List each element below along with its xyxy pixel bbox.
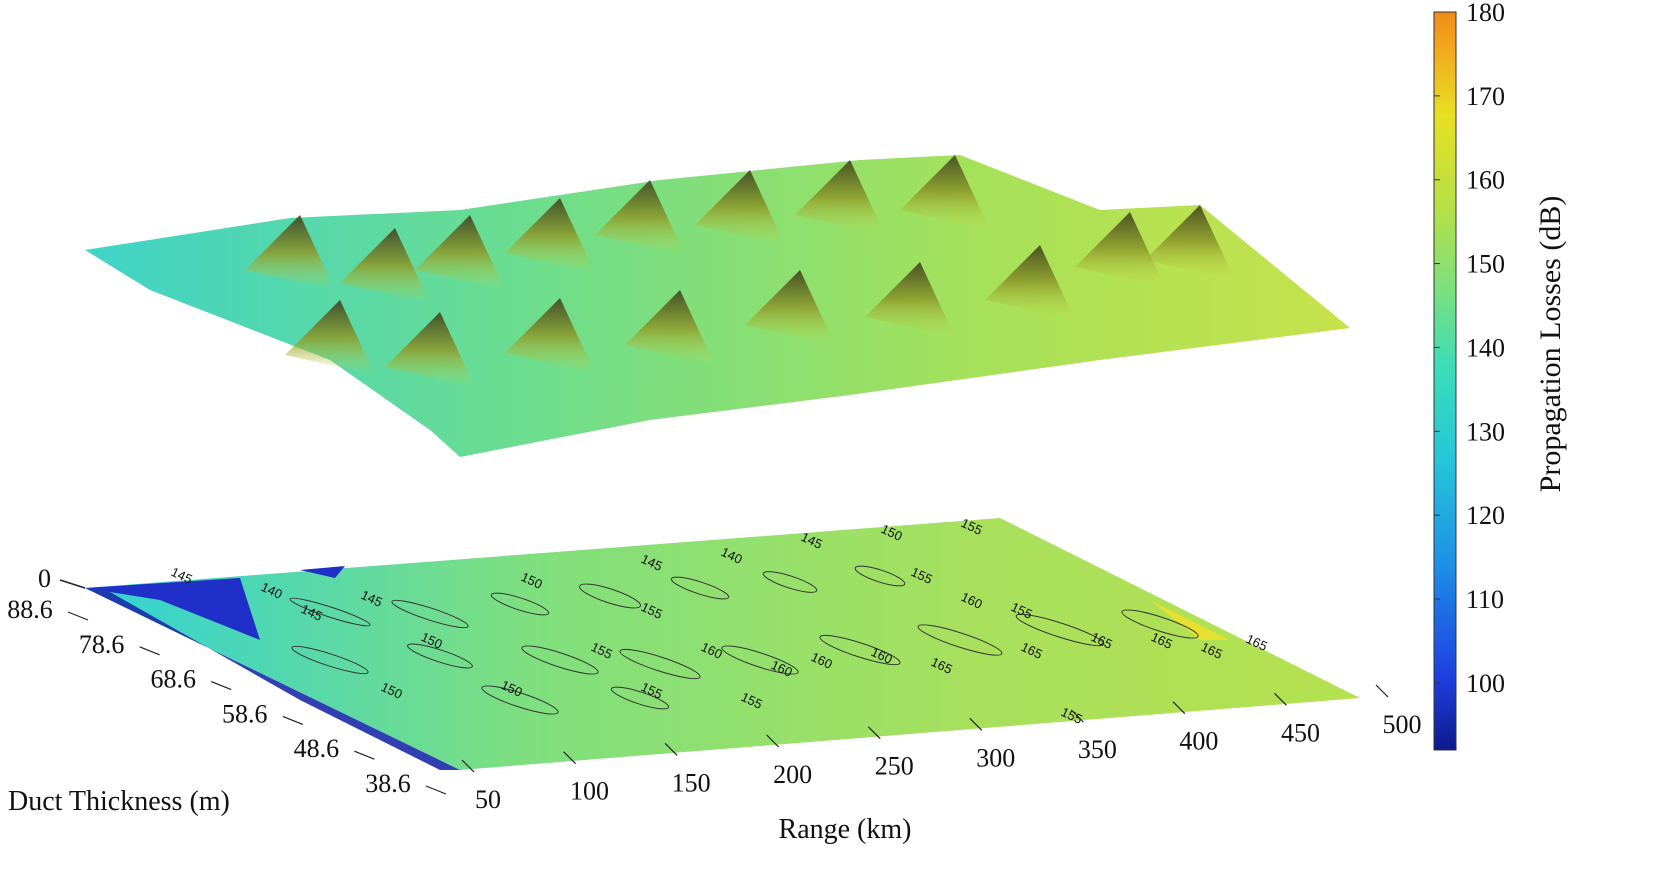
z-axis-tick-0: 0 xyxy=(38,564,51,593)
surface-ridge-7 xyxy=(900,155,990,230)
surface-ridge-2 xyxy=(415,215,505,290)
contour-line-3 xyxy=(578,583,642,609)
colorbar-tick-140: 140 xyxy=(1466,333,1505,362)
surface-ridge-16 xyxy=(865,262,955,337)
x-tick-350: 350 xyxy=(1078,735,1117,764)
colorbar-tick-160: 160 xyxy=(1466,166,1505,195)
surface-ridge-13 xyxy=(505,298,595,373)
colorbar: 100 110 120 130 140 150 160 170 180 Propagation … xyxy=(1433,0,1567,751)
contour-line-9 xyxy=(521,645,599,675)
x-axis-label: Range (km) xyxy=(779,814,912,845)
contour-line-7 xyxy=(291,645,369,675)
low-loss-region-1 xyxy=(85,578,260,640)
colorbar-tick-130: 130 xyxy=(1466,417,1505,446)
x-axis-ticks: 50 100 150 200 250 300 350 400 450 500 xyxy=(461,684,1422,814)
colorbar-tick-170: 170 xyxy=(1466,82,1505,111)
high-loss-region xyxy=(1150,600,1230,640)
x-tick-mark-450 xyxy=(1274,692,1287,706)
contour-line-15 xyxy=(1121,609,1199,639)
surface-ridge-14 xyxy=(625,290,715,365)
contour-line-5 xyxy=(762,571,818,593)
x-tick-100: 100 xyxy=(570,777,609,806)
x-tick-mark-200 xyxy=(766,734,780,748)
surface-body xyxy=(85,155,1350,457)
x-tick-mark-300 xyxy=(969,717,983,731)
colorbar-label: Propagation Losses (dB) xyxy=(1534,196,1567,493)
y-tick-mark-38.6 xyxy=(425,785,447,795)
3d-surface xyxy=(85,155,1350,457)
surface-ridge-15 xyxy=(745,270,835,345)
contour-line-1 xyxy=(391,599,469,629)
y-tick-mark-48.6 xyxy=(354,750,375,760)
y-tick-mark-88.6 xyxy=(67,611,89,621)
y-tick-88.6: 88.6 xyxy=(7,595,53,624)
colorbar-tick-110: 110 xyxy=(1466,585,1504,614)
surface-ridge-6 xyxy=(795,160,885,235)
x-tick-150: 150 xyxy=(672,768,711,797)
colorbar-ramp xyxy=(1433,11,1457,751)
y-tick-58.6: 58.6 xyxy=(222,699,268,728)
y-tick-mark-58.6 xyxy=(282,715,304,725)
x-tick-mark-100 xyxy=(563,751,576,765)
x-tick-mark-150 xyxy=(664,742,678,756)
x-tick-mark-350 xyxy=(1070,709,1084,723)
contour-line-11 xyxy=(721,645,799,675)
contour-line-2 xyxy=(490,592,550,616)
x-tick-400: 400 xyxy=(1179,727,1218,756)
contour-plane-fill xyxy=(85,518,1360,770)
y-axis-label: Duct Thickness (m) xyxy=(8,786,230,817)
contour-line-0 xyxy=(289,597,371,627)
y-tick-mark-68.6 xyxy=(210,681,232,691)
contour-line-10 xyxy=(619,648,701,680)
x-tick-mark-50 xyxy=(461,759,475,773)
contour-line-13 xyxy=(917,624,1003,656)
surface-ridge-0 xyxy=(245,215,335,290)
surface-ridge-5 xyxy=(695,170,785,245)
x-tick-mark-500 xyxy=(1375,684,1389,698)
surface-ridges xyxy=(245,155,1235,387)
x-tick-450: 450 xyxy=(1281,718,1320,747)
colorbar-tick-150: 150 xyxy=(1466,250,1505,279)
contour-line-4 xyxy=(670,576,730,600)
contour-line-12 xyxy=(819,634,901,666)
y-tick-mark-78.6 xyxy=(139,646,160,656)
colorbar-tick-100: 100 xyxy=(1466,669,1505,698)
x-tick-200: 200 xyxy=(773,760,812,789)
surface-ridge-11 xyxy=(285,300,375,375)
y-tick-48.6: 48.6 xyxy=(294,734,340,763)
x-tick-mark-400 xyxy=(1172,701,1186,715)
surface-ridge-4 xyxy=(595,180,685,255)
colorbar-ticks: 100 110 120 130 140 150 160 170 180 xyxy=(1434,0,1505,698)
y-tick-78.6: 78.6 xyxy=(79,630,125,659)
contour-line-14 xyxy=(1015,613,1105,647)
surface-ridge-12 xyxy=(385,312,475,387)
x-tick-mark-250 xyxy=(867,726,881,740)
low-loss-region-3 xyxy=(300,566,345,578)
x-tick-250: 250 xyxy=(875,752,914,781)
surface-ridge-1 xyxy=(340,228,430,303)
x-tick-500: 500 xyxy=(1383,710,1422,739)
y-tick-68.6: 68.6 xyxy=(150,665,196,694)
contour-line-6 xyxy=(854,565,906,587)
x-tick-50: 50 xyxy=(475,785,501,814)
low-loss-region-2 xyxy=(85,588,460,770)
surface-ridge-10 xyxy=(1145,205,1235,280)
y-axis-ticks: 38.6 48.6 58.6 68.6 78.6 88.6 xyxy=(7,595,447,798)
y-tick-38.6: 38.6 xyxy=(365,769,411,798)
colorbar-tick-180: 180 xyxy=(1466,0,1505,27)
surface-ridge-9 xyxy=(1075,212,1165,287)
surface-ridge-3 xyxy=(505,198,595,273)
contour-line-8 xyxy=(407,643,473,669)
x-tick-300: 300 xyxy=(976,743,1015,772)
surface-ridge-8 xyxy=(985,245,1075,320)
contour-line-16 xyxy=(481,685,559,715)
z-axis-tick-mark xyxy=(59,579,86,589)
contour-line-17 xyxy=(610,686,670,710)
colorbar-tick-120: 120 xyxy=(1466,501,1505,530)
